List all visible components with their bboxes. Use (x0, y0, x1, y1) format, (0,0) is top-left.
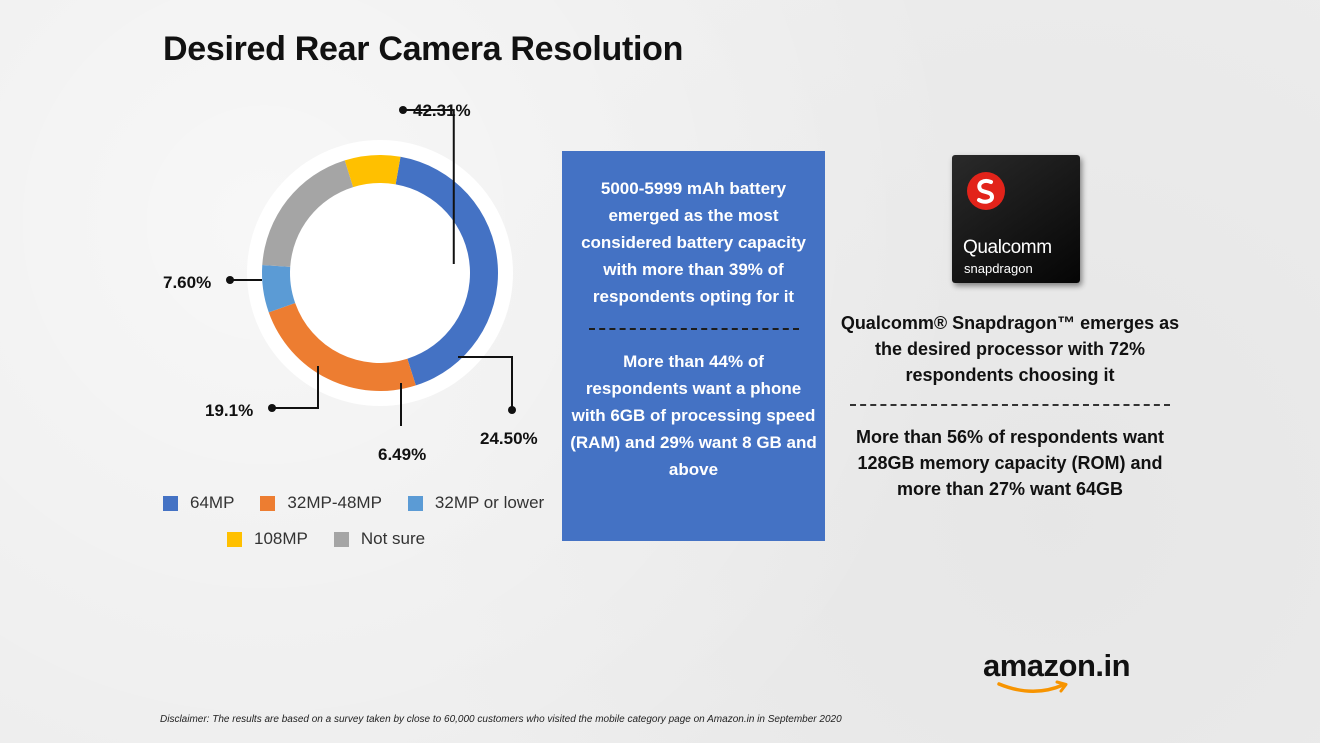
legend-item-108mp: 108MP (227, 529, 308, 549)
chart-legend: 64MP 32MP-48MP 32MP or lower 108MP Not s… (163, 488, 583, 560)
leader-line-32mp-48mp (458, 356, 513, 410)
donut-slice-32mp-or-lower (261, 265, 296, 313)
donut-slice-not-sure (262, 160, 354, 267)
leader-dot-64mp (399, 106, 407, 114)
snapdragon-logo-icon (967, 172, 1005, 210)
disclaimer-text: Disclaimer: The results are based on a s… (160, 714, 842, 725)
right-divider (850, 404, 1170, 406)
ram-text: More than 44% of respondents want a phon… (570, 352, 817, 479)
leader-dot-108mp (226, 276, 234, 284)
legend-label-not-sure: Not sure (360, 529, 426, 548)
legend-label-32mp-48mp: 32MP-48MP (287, 493, 382, 512)
battery-text: 5000-5999 mAh battery emerged as the mos… (581, 179, 806, 306)
chip-sub-text: snapdragon (964, 261, 1033, 276)
legend-swatch-32mp-48mp (260, 495, 276, 511)
legend-row-2: 108MP Not sure (163, 524, 583, 554)
donut-slice-32mp-48mp (268, 303, 416, 391)
legend-item-32mp-48mp: 32MP-48MP (260, 493, 382, 513)
legend-item-not-sure: Not sure (333, 529, 426, 549)
legend-swatch-32mp-or-lower (407, 495, 423, 511)
donut-slice-108mp (344, 154, 401, 188)
leader-line-64mp (403, 109, 455, 265)
legend-item-32mp-or-lower: 32MP or lower (407, 493, 545, 513)
data-label-not-sure: 19.1% (205, 401, 253, 420)
leader-line-not-sure (272, 366, 319, 409)
legend-label-64mp: 64MP (190, 493, 235, 512)
memory-text: More than 56% of respondents want 128GB … (855, 427, 1165, 499)
legend-swatch-64mp (163, 495, 178, 511)
processor-memory-text: Qualcomm® Snapdragon™ emerges as the des… (835, 310, 1185, 502)
data-label-108mp: 7.60% (163, 273, 211, 292)
snapdragon-chip-image: Qualcomm snapdragon (952, 155, 1080, 283)
data-label-32mp-or-lower: 6.49% (378, 445, 426, 464)
data-label-64mp: 42.31% (413, 101, 471, 120)
processor-text: Qualcomm® Snapdragon™ emerges as the des… (840, 313, 1180, 385)
legend-label-108mp: 108MP (254, 529, 308, 548)
legend-swatch-not-sure (333, 531, 349, 547)
legend-row-1: 64MP 32MP-48MP 32MP or lower (163, 488, 583, 518)
battery-ram-box: 5000-5999 mAh battery emerged as the mos… (562, 151, 825, 541)
legend-label-32mp-or-lower: 32MP or lower (434, 493, 545, 512)
leader-dot-not-sure (268, 404, 276, 412)
battery-box-divider (588, 328, 799, 330)
chip-brand-text: Qualcomm (963, 237, 1052, 258)
chart-title: Desired Rear Camera Resolution (163, 30, 684, 68)
legend-item-64mp: 64MP (163, 493, 234, 513)
legend-swatch-108mp (227, 531, 242, 547)
leader-dot-32mp-48mp (508, 406, 516, 414)
amazon-smile-icon (997, 680, 1068, 693)
data-label-32mp-48mp: 24.50% (480, 429, 538, 448)
amazon-logo: amazon.in (983, 648, 1131, 693)
donut-slice-64mp (395, 156, 498, 386)
amazon-logo-text: amazon.in (983, 648, 1131, 683)
